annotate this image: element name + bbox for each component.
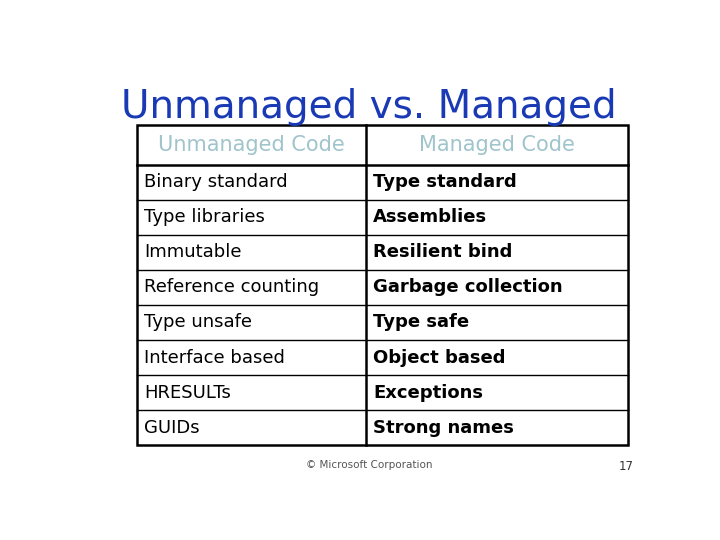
Text: Type standard: Type standard <box>373 173 517 191</box>
Text: Interface based: Interface based <box>144 348 285 367</box>
Text: Managed Code: Managed Code <box>420 135 575 155</box>
Text: Unmanaged Code: Unmanaged Code <box>158 135 345 155</box>
Text: Type safe: Type safe <box>373 313 469 332</box>
Text: 17: 17 <box>619 460 634 473</box>
Text: Type unsafe: Type unsafe <box>144 313 252 332</box>
Text: GUIDs: GUIDs <box>144 418 199 437</box>
Text: Exceptions: Exceptions <box>373 383 483 402</box>
Text: Immutable: Immutable <box>144 244 242 261</box>
Text: Binary standard: Binary standard <box>144 173 288 191</box>
Text: Strong names: Strong names <box>373 418 514 437</box>
Text: Unmanaged vs. Managed: Unmanaged vs. Managed <box>121 87 617 126</box>
Text: © Microsoft Corporation: © Microsoft Corporation <box>306 460 432 470</box>
Text: HRESULTs: HRESULTs <box>144 383 231 402</box>
Text: Resilient bind: Resilient bind <box>373 244 513 261</box>
Text: Assemblies: Assemblies <box>373 208 487 226</box>
Text: Reference counting: Reference counting <box>144 279 319 296</box>
Text: Garbage collection: Garbage collection <box>373 279 562 296</box>
Bar <box>138 125 629 446</box>
Text: Object based: Object based <box>373 348 505 367</box>
Text: Type libraries: Type libraries <box>144 208 265 226</box>
